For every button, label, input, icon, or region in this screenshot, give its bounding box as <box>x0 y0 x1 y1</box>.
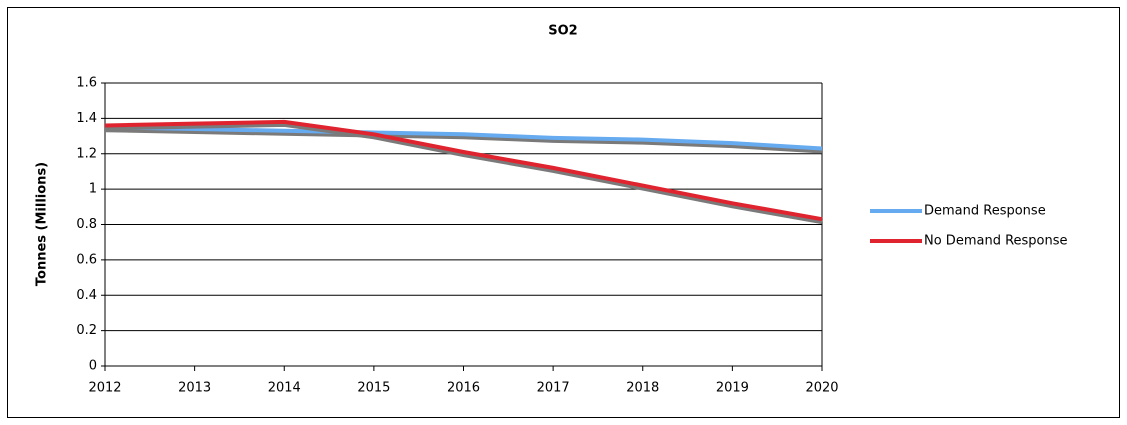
y-axis-label: Tonnes (Millions) <box>35 162 50 286</box>
legend-label: Demand Response <box>924 204 1046 219</box>
x-tick-label: 2012 <box>88 381 121 396</box>
series-line <box>104 125 823 151</box>
x-tick-label: 2016 <box>447 381 480 396</box>
y-tick-label: 0.4 <box>76 288 97 303</box>
y-tick-label: 1.6 <box>76 76 97 91</box>
x-tick-label: 2019 <box>716 381 749 396</box>
series-line <box>104 119 823 222</box>
x-tick-label: 2017 <box>537 381 570 396</box>
x-tick-label: 2015 <box>357 381 390 396</box>
chart-title: SO2 <box>548 24 577 39</box>
y-tick-label: 0 <box>89 359 97 374</box>
x-tick-label: 2013 <box>178 381 211 396</box>
y-tick-label: 0.6 <box>76 252 97 267</box>
y-tick-label: 1.4 <box>76 111 97 126</box>
y-tick-label: 1.2 <box>76 146 97 161</box>
x-tick-label: 2020 <box>805 381 838 396</box>
y-tick-label: 0.8 <box>76 217 97 232</box>
x-tick-label: 2018 <box>626 381 659 396</box>
x-tick-label: 2014 <box>268 381 301 396</box>
y-tick-label: 1 <box>89 182 97 197</box>
legend-label: No Demand Response <box>924 234 1068 249</box>
y-tick-label: 0.2 <box>76 323 97 338</box>
chart-frame <box>7 7 1120 418</box>
